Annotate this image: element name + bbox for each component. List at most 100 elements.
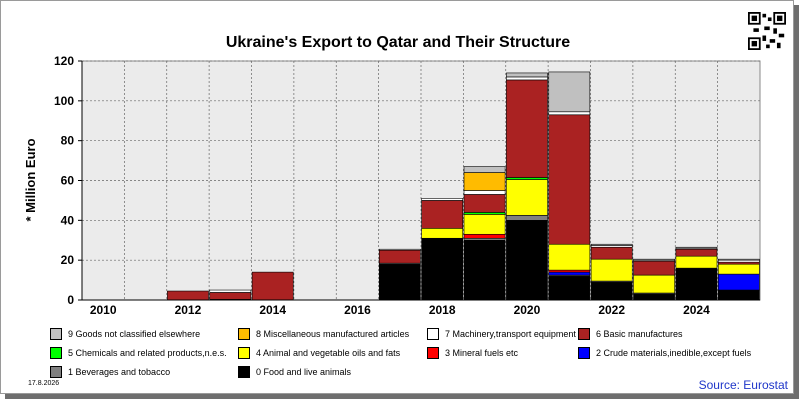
bar-segment <box>421 237 464 301</box>
bar-segment <box>378 263 421 301</box>
bar-segment <box>209 292 252 300</box>
legend-label: 3 Mineral fuels etc <box>445 348 519 358</box>
bar-segment <box>421 198 464 201</box>
legend-swatch <box>238 347 250 359</box>
bar-segment <box>463 166 506 173</box>
bar-segment <box>675 267 718 301</box>
x-tick-label: 2010 <box>90 303 117 317</box>
bar-segment <box>675 255 718 269</box>
x-tick-label: 2018 <box>429 303 456 317</box>
legend-swatch <box>50 347 62 359</box>
bar-segment <box>251 271 294 301</box>
bar-segment <box>167 290 209 301</box>
legend-swatch <box>427 328 439 340</box>
bar-segment <box>506 215 548 221</box>
bar-segment <box>421 228 464 239</box>
bar-segment <box>463 239 506 301</box>
bar-segment <box>378 248 421 251</box>
x-tick-label: 2016 <box>344 303 371 317</box>
y-tick-label: 80 <box>61 134 75 148</box>
legend-swatch <box>578 347 590 359</box>
y-tick-label: 60 <box>61 174 75 188</box>
bar-segment <box>463 194 506 213</box>
bar-segment <box>590 281 633 301</box>
bar-segment <box>717 258 760 261</box>
bar-segment <box>633 258 675 261</box>
legend-item: 0 Food and live animals <box>238 366 351 378</box>
bar-segment <box>590 243 633 246</box>
bar-segment <box>633 293 675 301</box>
bar-segment <box>209 289 252 293</box>
bar-segment <box>590 246 633 260</box>
bar-segment <box>548 114 591 245</box>
bar-segment <box>506 220 548 301</box>
bar-segment <box>378 249 421 264</box>
bar-segment <box>463 190 506 195</box>
legend-label: 6 Basic manufactures <box>596 329 683 339</box>
chart-title: Ukraine's Export to Qatar and Their Stru… <box>226 34 570 51</box>
legend-item: 4 Animal and vegetable oils and fats <box>238 347 400 359</box>
legend-label: 8 Miscellaneous manufactured articles <box>256 329 410 339</box>
legend-label: 5 Chemicals and related products,n.e.s. <box>68 348 227 358</box>
legend-label: 2 Crude materials,inedible,except fuels <box>596 348 752 358</box>
legend-label: 9 Goods not classified elsewhere <box>68 329 201 339</box>
bar-segment <box>633 260 675 276</box>
legend-item: 8 Miscellaneous manufactured articles <box>238 328 409 340</box>
legend-item: 6 Basic manufactures <box>578 328 683 340</box>
y-axis-label: * Million Euro <box>23 138 38 221</box>
bar-segment <box>548 269 591 273</box>
x-tick-label: 2022 <box>598 303 625 317</box>
footer-date: 17.8.2026 <box>28 380 60 387</box>
bar-segment <box>506 79 548 178</box>
legend-label: 0 Food and live animals <box>256 367 352 377</box>
legend-item: 2 Crude materials,inedible,except fuels <box>578 347 751 359</box>
bar-segment <box>590 258 633 282</box>
bar-segment <box>463 233 506 239</box>
y-tick-label: 20 <box>61 253 75 267</box>
x-tick-label: 2024 <box>683 303 710 317</box>
legend-swatch <box>238 328 250 340</box>
bar-segment <box>717 263 760 275</box>
legend-swatch <box>50 328 62 340</box>
bar-segment <box>506 76 548 81</box>
bar-segment <box>675 248 718 257</box>
bar-segment <box>548 271 591 276</box>
legend-label: 1 Beverages and tobacco <box>68 367 171 377</box>
y-tick-label: 0 <box>67 293 74 307</box>
y-tick-label: 40 <box>61 213 75 227</box>
source-note: Source: Eurostat <box>698 378 788 392</box>
legend-item: 9 Goods not classified elsewhere <box>50 328 200 340</box>
legend-swatch <box>578 328 590 340</box>
legend-label: 7 Machinery,transport equipment <box>445 329 576 339</box>
bar-segment <box>463 214 506 235</box>
bar-segment <box>717 273 760 291</box>
bar-segment <box>548 111 591 116</box>
bar-segment <box>548 275 591 301</box>
x-tick-label: 2014 <box>259 303 286 317</box>
legend-item: 5 Chemicals and related products,n.e.s. <box>50 347 227 359</box>
bar-segment <box>463 172 506 191</box>
legend-swatch <box>427 347 439 359</box>
bar-segment <box>506 72 548 78</box>
bar-segment <box>633 274 675 294</box>
bar-segment <box>548 71 591 113</box>
y-tick-label: 120 <box>54 54 74 68</box>
legend-item: 3 Mineral fuels etc <box>427 347 518 359</box>
bar-segment <box>421 200 464 229</box>
legend-swatch <box>50 366 62 378</box>
legend-swatch <box>238 366 250 378</box>
legend-item: 7 Machinery,transport equipment <box>427 328 576 340</box>
x-tick-label: 2020 <box>514 303 541 317</box>
legend-item: 1 Beverages and tobacco <box>50 366 170 378</box>
qr-code-icon <box>748 12 786 50</box>
bar-stacks <box>167 71 760 301</box>
legend-label: 4 Animal and vegetable oils and fats <box>256 348 401 358</box>
y-tick-label: 100 <box>54 94 74 108</box>
axes: 0 20 40 60 80 100 120 2010 2012 2014 2016 2018 2020 2… <box>54 54 760 317</box>
bar-segment <box>548 243 591 271</box>
x-tick-label: 2012 <box>175 303 202 317</box>
bar-segment <box>675 246 718 249</box>
bar-segment <box>717 289 760 301</box>
bar-segment <box>506 179 548 216</box>
